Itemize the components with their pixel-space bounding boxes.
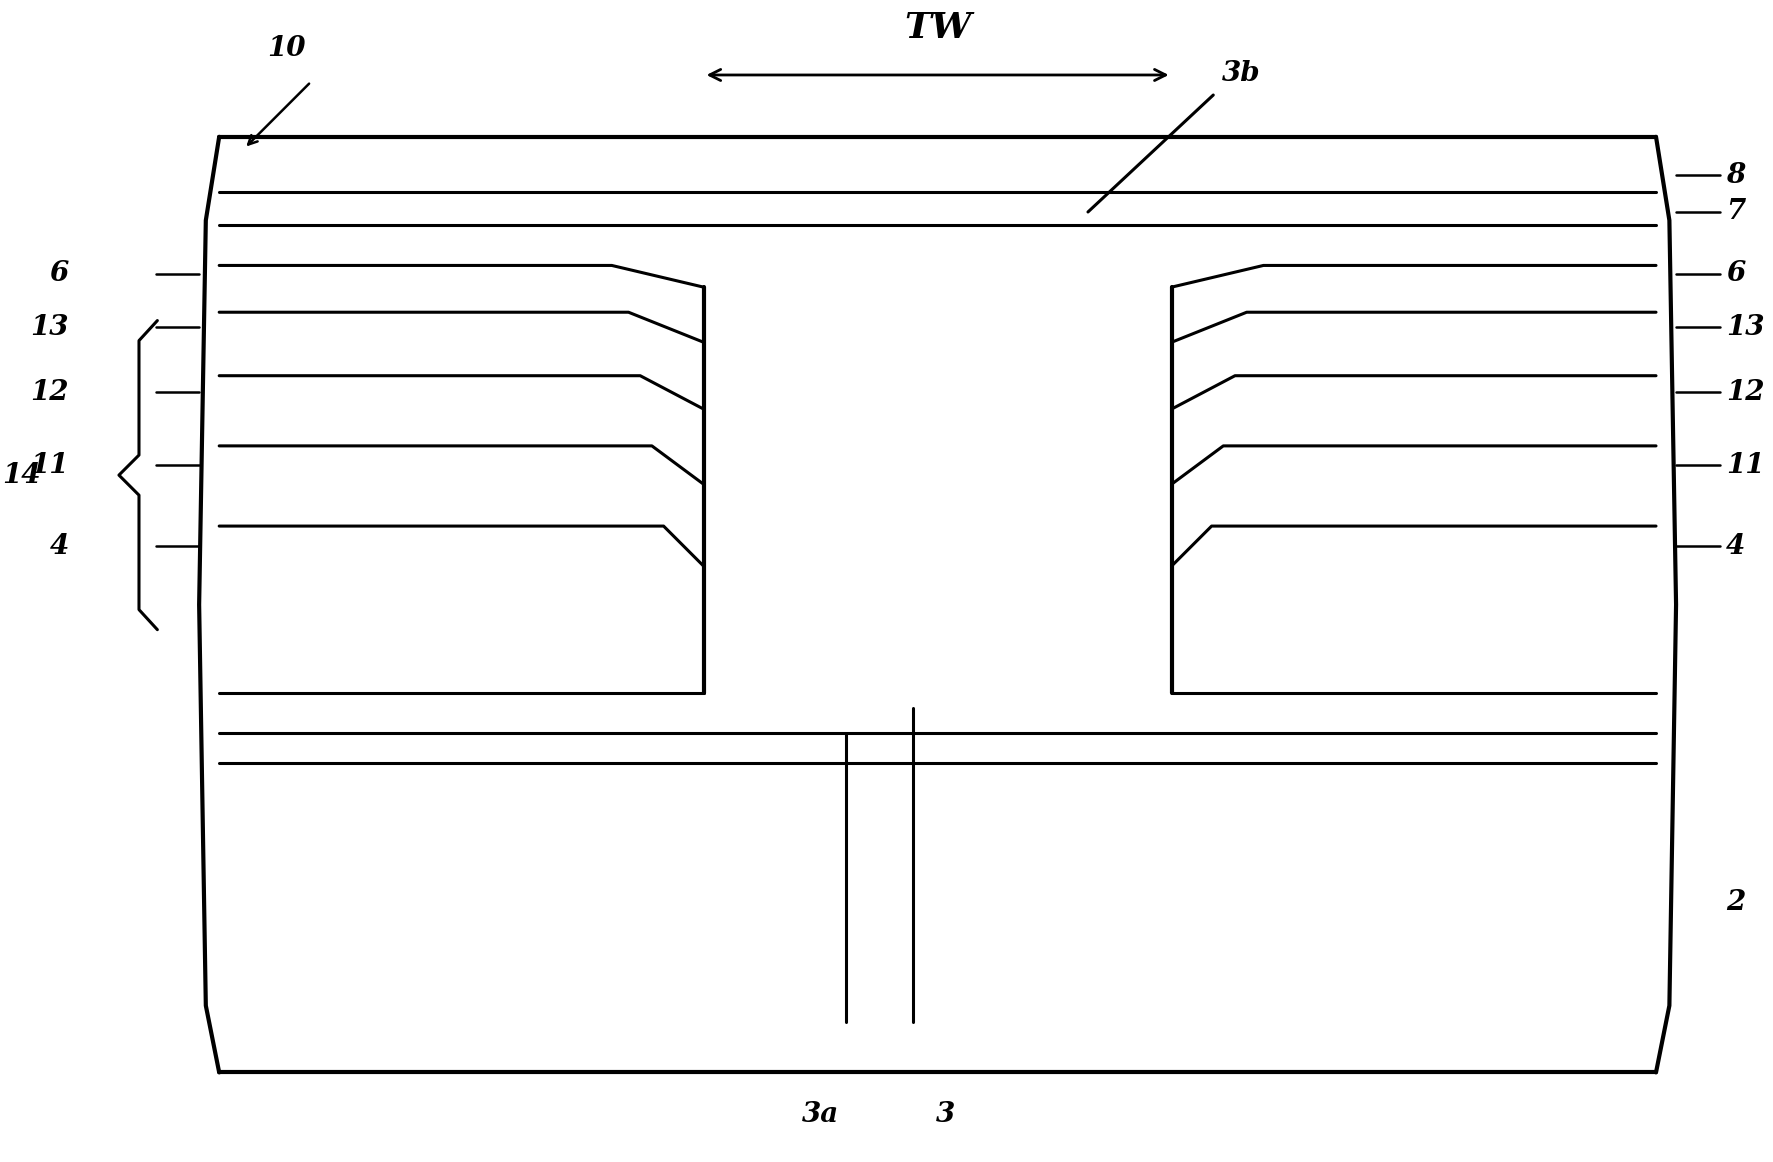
Text: 7: 7 — [1725, 199, 1745, 225]
Text: 12: 12 — [1725, 379, 1764, 406]
Text: 3b: 3b — [1222, 59, 1259, 87]
Text: 13: 13 — [30, 314, 69, 340]
Text: 3: 3 — [936, 1100, 956, 1127]
Text: 13: 13 — [1725, 314, 1764, 340]
Text: 12: 12 — [30, 379, 69, 406]
Text: 4: 4 — [1725, 532, 1745, 560]
Text: 8: 8 — [1725, 162, 1745, 188]
Text: 11: 11 — [1725, 452, 1764, 479]
Text: TW: TW — [902, 10, 972, 45]
Text: 14: 14 — [2, 461, 41, 488]
Text: 6: 6 — [50, 260, 69, 287]
Text: 11: 11 — [30, 452, 69, 479]
Text: 10: 10 — [266, 35, 305, 62]
Text: 6: 6 — [1725, 260, 1745, 287]
Text: 2: 2 — [1725, 889, 1745, 917]
Text: 4: 4 — [50, 532, 69, 560]
Text: 3a: 3a — [801, 1100, 839, 1127]
